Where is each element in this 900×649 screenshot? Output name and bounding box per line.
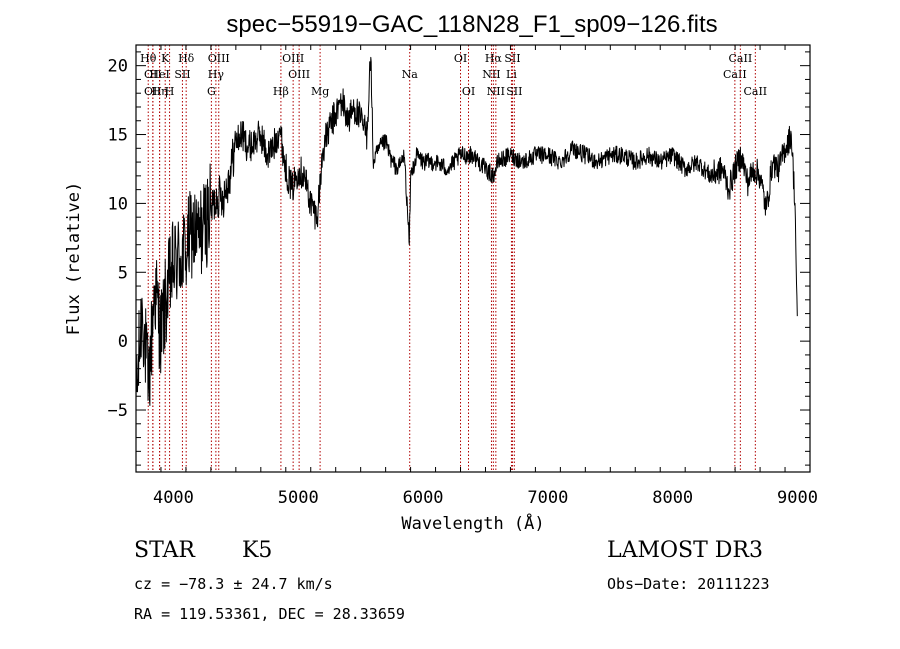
x-tick-label: 9000 [777,488,818,508]
line-marker-label-13: OIII [282,52,304,65]
y-tick-label: 15 [108,126,128,146]
line-marker-label-4: K [161,52,170,65]
line-marker-label-24: SII [506,85,522,98]
line-marker-label-25: CaII [723,68,747,81]
line-marker-label-15: Mg [311,85,329,98]
line-marker-label-27: CaII [743,85,767,98]
y-tick-label: −5 [108,401,128,421]
line-marker-label-0: Hθ [140,52,157,65]
x-tick-label: 6000 [403,488,444,508]
chart-title: spec−55919−GAC_118N28_F1_sp09−126.fits [226,11,717,38]
line-marker-label-22: Li [506,68,517,81]
observation-date: Obs−Date: 20111223 [607,575,770,593]
survey-name: LAMOST DR3 [607,538,763,563]
x-tick-label: 4000 [153,488,194,508]
line-marker-label-19: NII [482,68,500,81]
x-tick-label: 7000 [527,488,568,508]
line-marker-label-2: OII [144,85,162,98]
line-marker-label-16: Na [402,68,419,81]
y-tick-label: 0 [118,332,128,352]
line-marker-label-5: H [165,85,175,98]
line-marker-label-18: OI [462,85,475,98]
spectrum-line [135,56,798,406]
x-tick-label: 8000 [652,488,693,508]
line-marker-label-9: G [207,85,216,98]
line-marker-label-12: Hβ [273,85,289,98]
y-axis-label: Flux (relative) [64,182,84,336]
x-tick-label: 5000 [278,488,319,508]
line-marker-label-6: HeI [149,68,169,81]
line-marker-label-17: OI [454,52,467,65]
line-marker-label-23: SII [504,52,520,65]
spectrum-series [135,56,798,406]
redshift-readout: cz = −78.3 ± 24.7 km/s [134,575,333,593]
y-tick-label: 20 [108,57,128,77]
line-marker-label-8: Hδ [178,52,195,65]
line-marker-label-11: OIII [208,52,230,65]
y-tick-label: 10 [108,194,128,214]
axis-ticks: 4000 5000 6000 7000 8000 9000 −5 0 5 10 15 20 [108,45,818,508]
line-marker-label-26: CaII [729,52,753,65]
object-type: STAR [134,538,195,563]
line-marker-label-14: OIII [288,68,310,81]
line-marker-label-10: Hγ [208,68,225,81]
plot-frame [135,44,811,473]
line-marker-label-21: NII [487,85,505,98]
coordinates-readout: RA = 119.53361, DEC = 28.33659 [134,605,405,623]
spectral-subclass: K5 [242,538,273,563]
x-axis-label: Wavelength (Å) [401,512,544,534]
line-marker-label-7: SII [174,68,190,81]
line-marker-label-20: Hα [485,52,503,65]
y-tick-label: 5 [118,263,128,283]
